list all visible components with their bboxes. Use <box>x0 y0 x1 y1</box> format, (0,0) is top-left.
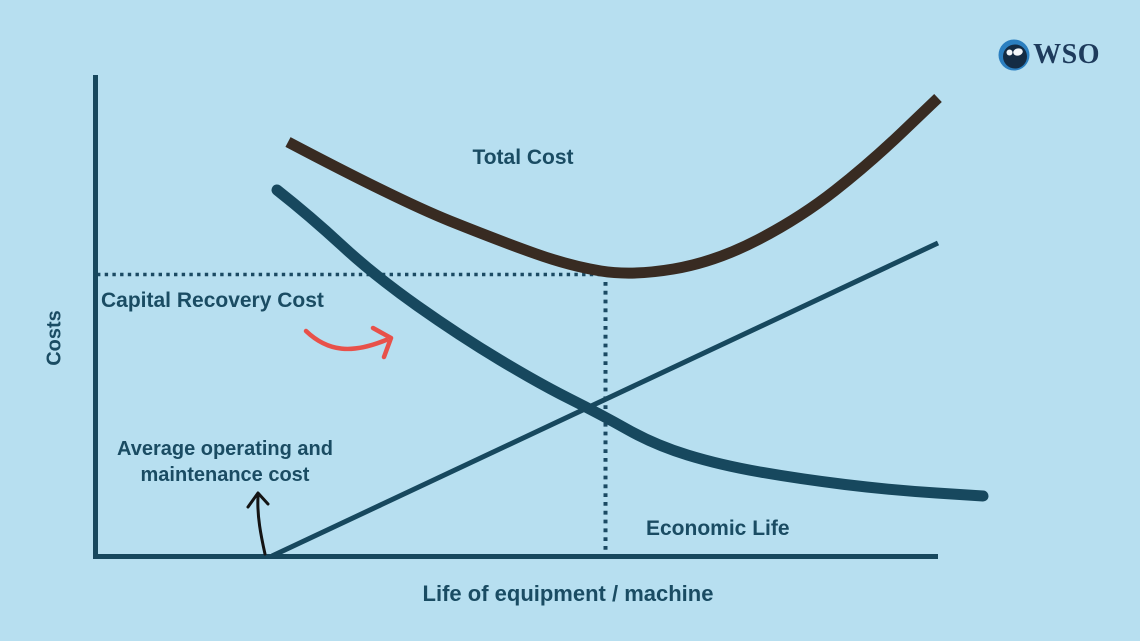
red-arrow-icon <box>303 325 394 360</box>
economic-life-label: Economic Life <box>646 517 790 540</box>
y-axis-label: Costs <box>43 310 66 366</box>
guide-layer <box>97 272 608 555</box>
wso-wordmark: WSO <box>1033 39 1100 70</box>
capital-recovery-label: Capital Recovery Cost <box>101 289 324 312</box>
wso-logo: WSO <box>998 39 1100 71</box>
x-axis-label: Life of equipment / machine <box>422 581 714 606</box>
series-layer <box>270 94 989 559</box>
series-total-cost <box>285 94 942 279</box>
wso-globe-icon <box>998 39 1030 71</box>
total-cost-label: Total Cost <box>472 146 574 169</box>
avg-operating-label: Average operating and maintenance cost <box>117 438 333 486</box>
black-arrow-icon <box>246 491 270 556</box>
series-average-operating-and-maintenance-cost <box>270 240 940 559</box>
series-capital-recovery-cost <box>271 184 989 502</box>
